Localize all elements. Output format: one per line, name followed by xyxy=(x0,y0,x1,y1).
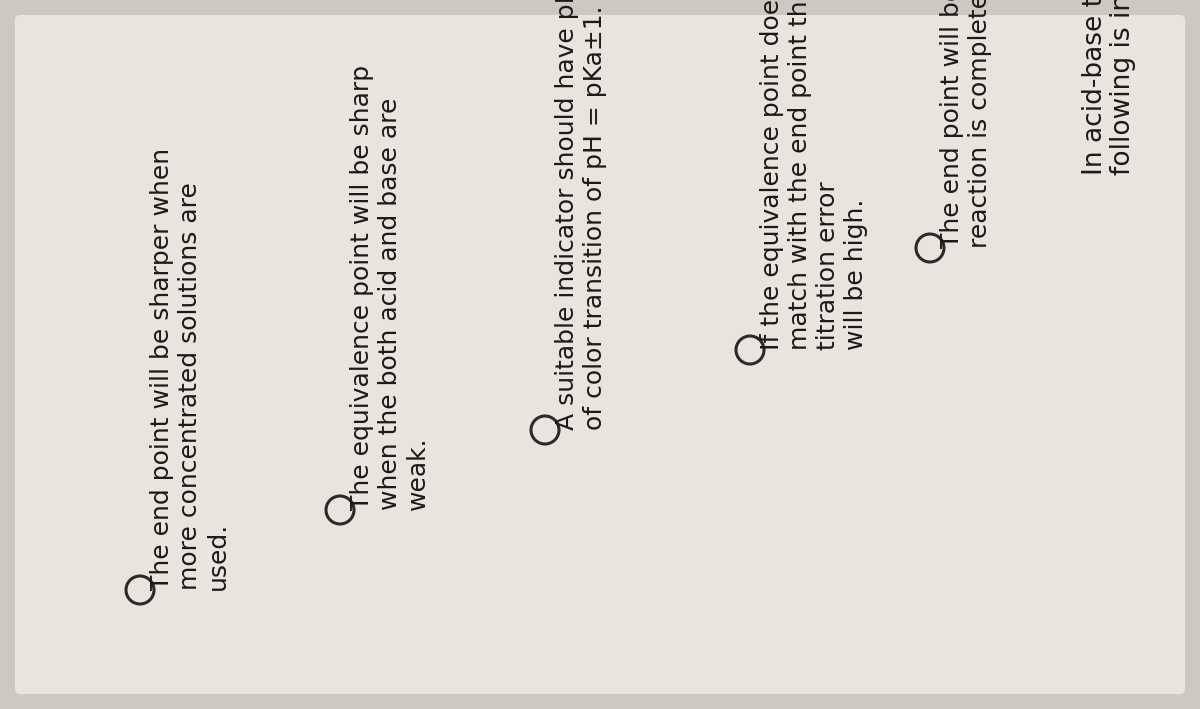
Text: A suitable indicator should have pH: A suitable indicator should have pH xyxy=(554,0,580,430)
FancyBboxPatch shape xyxy=(14,15,1186,694)
Text: If the equivalence point doesn't: If the equivalence point doesn't xyxy=(760,0,784,350)
Text: reaction is completed.: reaction is completed. xyxy=(968,0,992,248)
Text: more concentrated solutions are: more concentrated solutions are xyxy=(178,182,202,590)
Text: will be high.: will be high. xyxy=(844,199,868,350)
Text: titration error: titration error xyxy=(816,182,840,350)
Text: following is incorrect:: following is incorrect: xyxy=(1110,0,1136,175)
Text: The end point will be sharper when: The end point will be sharper when xyxy=(150,148,174,590)
Text: The equivalence point will be sharp: The equivalence point will be sharp xyxy=(350,65,374,510)
Text: In acid-base titration one of the: In acid-base titration one of the xyxy=(1082,0,1108,175)
Text: used.: used. xyxy=(206,522,230,590)
Text: when the both acid and base are: when the both acid and base are xyxy=(378,98,402,510)
Text: The end point will be sharper if the: The end point will be sharper if the xyxy=(940,0,964,248)
Text: of color transition of pH = pKa±1.: of color transition of pH = pKa±1. xyxy=(583,6,607,430)
Text: weak.: weak. xyxy=(406,436,430,510)
Text: match with the end point the: match with the end point the xyxy=(788,0,812,350)
